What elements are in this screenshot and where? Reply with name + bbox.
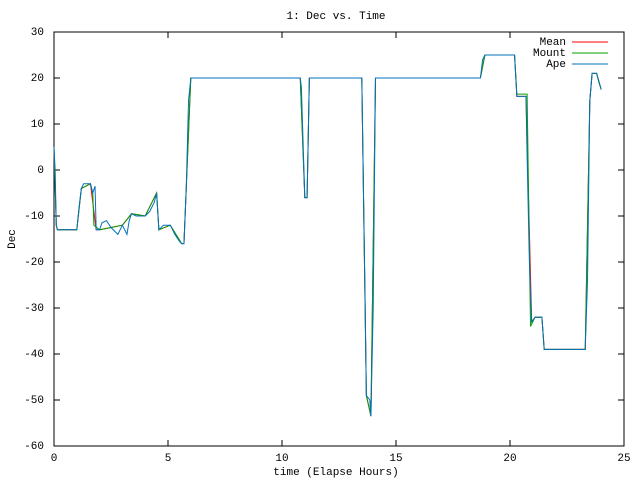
- x-tick-label: 10: [275, 453, 288, 465]
- y-axis-label: Dec: [7, 229, 19, 249]
- series-line: [53, 54, 602, 417]
- plot-border: [53, 31, 625, 447]
- x-tick-label: 5: [165, 453, 172, 465]
- y-tick-label: 20: [31, 73, 44, 85]
- x-tick-label: 25: [617, 453, 630, 465]
- y-tick-label: -20: [24, 257, 44, 269]
- y-tick-label: -10: [24, 211, 44, 223]
- series-line: [53, 54, 602, 417]
- y-tick-label: 30: [31, 27, 44, 39]
- y-tick-label: -50: [24, 395, 44, 407]
- chart-title: 1: Dec vs. Time: [286, 11, 385, 23]
- y-tick-label: 10: [31, 119, 44, 131]
- x-tick-label: 20: [503, 453, 516, 465]
- y-tick-label: 0: [37, 165, 44, 177]
- x-tick-label: 15: [389, 453, 402, 465]
- y-tick-label: -40: [24, 349, 44, 361]
- legend-label: Mount: [533, 48, 566, 60]
- x-axis-label: time (Elapse Hours): [273, 467, 398, 479]
- series-line: [53, 54, 602, 417]
- legend-label: Ape: [546, 59, 566, 71]
- y-tick-label: -60: [24, 441, 44, 453]
- x-tick-label: 0: [51, 453, 58, 465]
- y-tick-label: -30: [24, 303, 44, 315]
- legend-label: Mean: [540, 37, 566, 49]
